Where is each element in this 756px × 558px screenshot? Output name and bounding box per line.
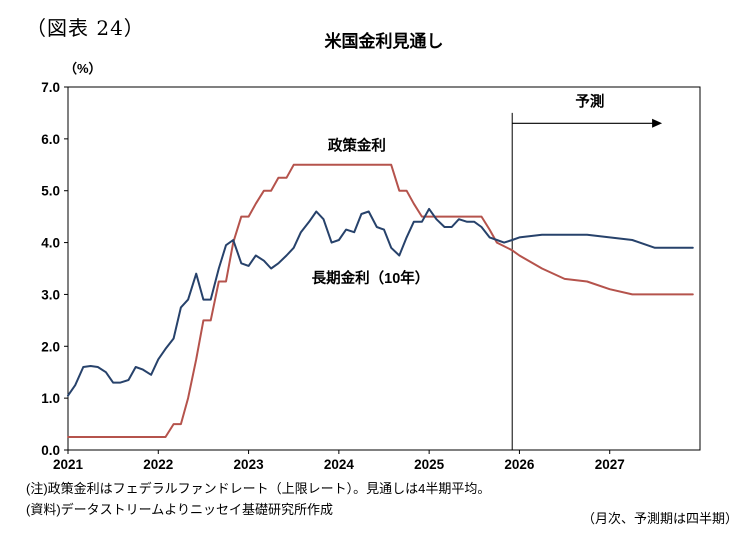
x-tick-label: 2022: [143, 457, 173, 472]
x-tick-label: 2027: [595, 457, 625, 472]
chart-title: 米国金利見通し: [324, 32, 444, 51]
policy-rate-series-label: 政策金利: [328, 136, 386, 154]
y-axis-unit-label: （%）: [64, 61, 102, 76]
y-tick-label: 7.0: [41, 80, 60, 95]
x-tick-label: 2021: [53, 457, 84, 472]
footnotes: (注)政策金利はフェデラルファンドレート（上限レート）。見通しは4半期平均。 (…: [26, 478, 490, 520]
forecast-label: 予測: [575, 93, 604, 111]
footnote-source-note: (注)政策金利はフェデラルファンドレート（上限レート）。見通しは4半期平均。: [26, 481, 491, 496]
long-term-rate-series-label: 長期金利（10年）: [312, 269, 430, 287]
long-term-rate-line: [67, 207, 694, 397]
forecast-arrowhead-icon: [652, 118, 663, 128]
y-tick-label: 1.0: [41, 391, 60, 406]
y-tick-label: 3.0: [41, 287, 60, 302]
plot-border: [67, 86, 701, 451]
y-tick-label: 6.0: [41, 132, 60, 147]
y-tick-label: 2.0: [41, 339, 60, 354]
rate-line-chart: 0.0 1.0 2.0 3.0 4.0 5.0 6.0 7.0 2021 2022 2023 2024…: [41, 80, 701, 472]
footnote-data-source: (資料)データストリームよりニッセイ基礎研究所作成: [26, 502, 334, 517]
x-tick-label: 2026: [504, 457, 535, 472]
figure-label: （図表 24）: [26, 16, 145, 40]
y-tick-label: 0.0: [41, 443, 60, 458]
x-tick-label: 2023: [234, 457, 265, 472]
policy-rate-line: [67, 163, 694, 438]
x-tick-label: 2025: [414, 457, 445, 472]
footnote-frequency: （月次、予測期は四半期）: [581, 511, 738, 526]
y-tick-label: 4.0: [41, 236, 60, 251]
y-tick-label: 5.0: [41, 184, 60, 199]
x-tick-label: 2024: [324, 457, 355, 472]
